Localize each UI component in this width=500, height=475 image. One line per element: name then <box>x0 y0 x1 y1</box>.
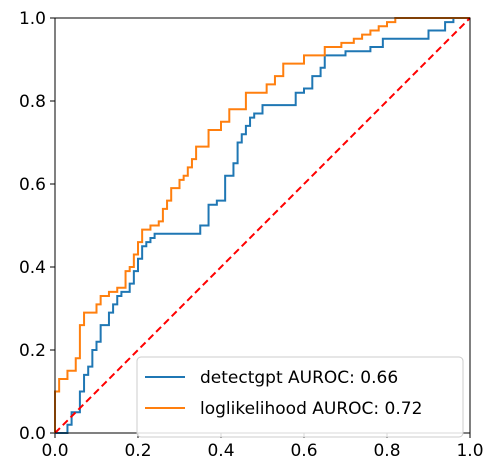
y-tick-label: 0.8 <box>19 92 46 112</box>
series-layer <box>54 17 471 434</box>
x-tick-label: 0.2 <box>124 441 151 461</box>
legend: detectgpt AUROC: 0.66 loglikelihood AUROC… <box>136 356 464 438</box>
series-line-0 <box>55 17 470 434</box>
legend-label: loglikelihood AUROC: 0.72 <box>200 399 422 419</box>
x-tick-label: 0.0 <box>41 441 68 461</box>
x-tick-label: 0.8 <box>373 441 400 461</box>
y-tick-label: 0.2 <box>19 341 46 361</box>
chance-diagonal-line <box>54 17 471 434</box>
x-tick-label: 0.6 <box>290 441 317 461</box>
y-tick-label: 0.0 <box>19 424 46 444</box>
legend-box <box>136 356 464 438</box>
series-line-1 <box>54 17 470 433</box>
y-tick-label: 1.0 <box>19 9 46 29</box>
legend-label: detectgpt AUROC: 0.66 <box>200 368 398 388</box>
tick-labels: 0.0 0.2 0.4 0.6 0.8 1.0 0.0 0.2 0.4 0.6 0.8 1.0 <box>19 9 484 461</box>
y-tick-label: 0.4 <box>19 258 46 278</box>
x-tick-label: 0.4 <box>207 441 234 461</box>
y-tick-label: 0.6 <box>19 175 46 195</box>
x-tick-label: 1.0 <box>456 441 483 461</box>
